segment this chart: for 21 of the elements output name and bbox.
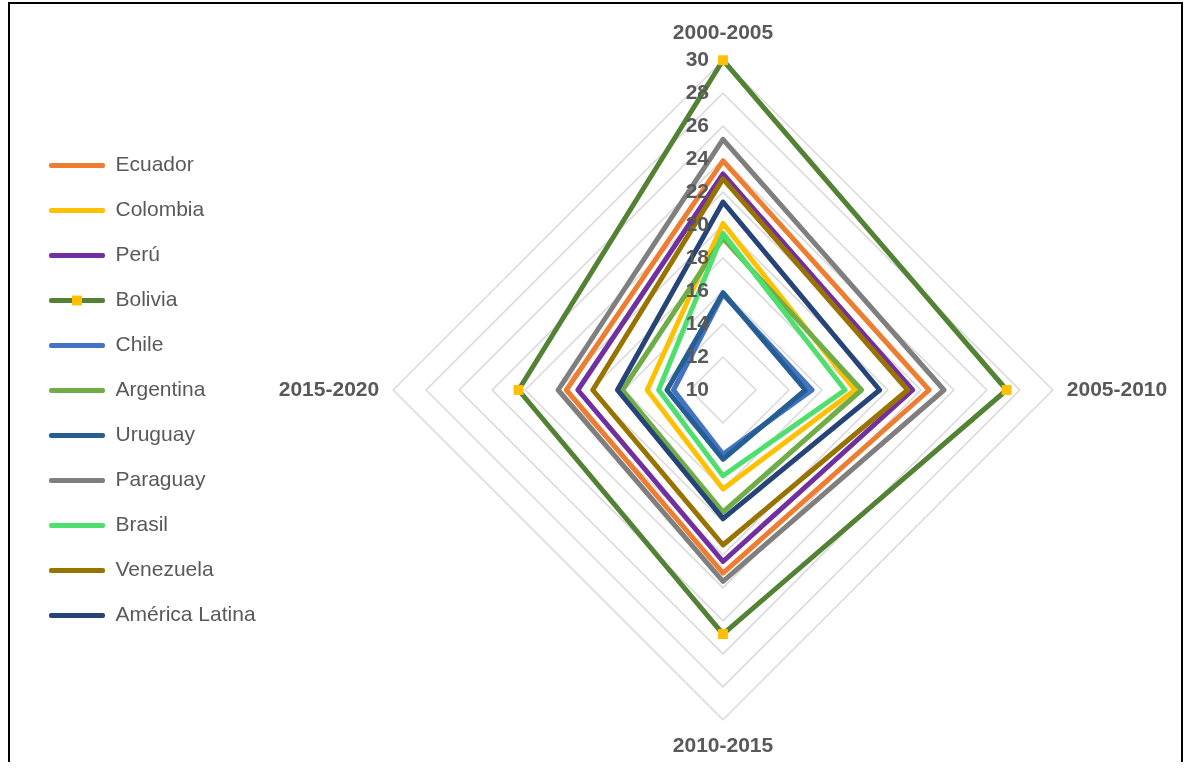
legend-label: Venezuela — [115, 557, 214, 581]
legend-label: Chile — [115, 332, 164, 356]
spoke-label: 2005-2010 — [1066, 376, 1168, 400]
legend-label: Colombia — [115, 197, 205, 221]
legend-label: América Latina — [115, 602, 256, 626]
y-tick-label: 10 — [685, 376, 709, 400]
y-tick-label: 26 — [685, 112, 709, 136]
y-tick-label: 16 — [685, 277, 709, 301]
legend-label: Uruguay — [115, 422, 196, 446]
legend-label: Brasil — [115, 512, 169, 536]
legend-label: Bolivia — [115, 287, 178, 311]
spoke-label: 2015-2020 — [278, 376, 380, 400]
legend-label: Perú — [115, 242, 160, 266]
spoke-label: 2000-2005 — [672, 20, 774, 44]
y-tick-label: 20 — [685, 211, 709, 235]
legend-label: Argentina — [115, 377, 206, 401]
spoke-label: 2010-2015 — [672, 733, 774, 757]
y-tick-label: 24 — [685, 145, 710, 169]
legend-label: Ecuador — [115, 152, 194, 176]
y-tick-label: 30 — [685, 47, 709, 70]
legend-label: Paraguay — [115, 467, 206, 491]
